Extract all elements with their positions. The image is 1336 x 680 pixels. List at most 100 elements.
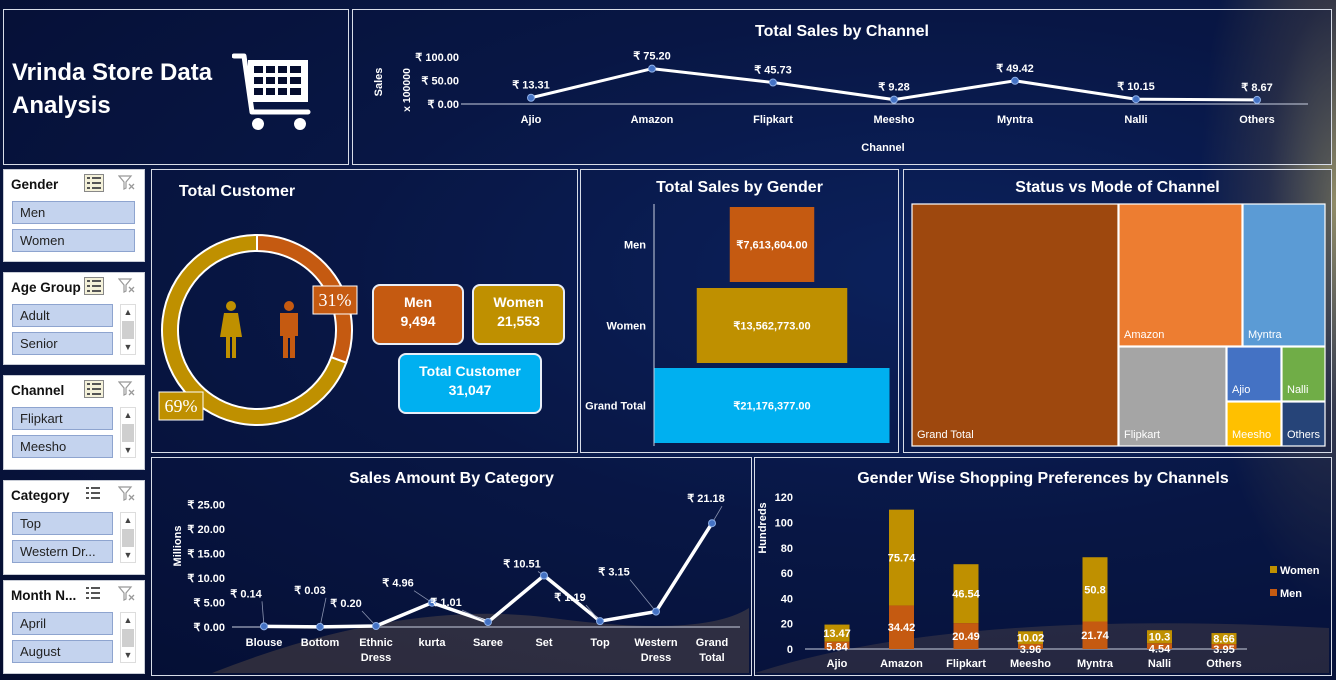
x-tick-label: Myntra [997, 114, 1034, 126]
data-label: ₹ 75.20 [633, 51, 671, 63]
data-label: ₹ 10.15 [1117, 81, 1155, 93]
scroll-down-icon[interactable]: ▼ [123, 342, 133, 352]
treemap-tile [1118, 346, 1227, 447]
y-tick-label: 60 [781, 568, 793, 580]
x-tick-label: Nalli [1124, 114, 1147, 126]
scroll-down-icon[interactable]: ▼ [123, 550, 133, 560]
data-label: ₹ 9.28 [878, 82, 909, 94]
y-axis-label: Millions [172, 526, 184, 567]
scroll-thumb[interactable] [122, 321, 134, 339]
legend-label: Men [1280, 588, 1302, 600]
total-card-label: Total Customer [419, 363, 521, 379]
category-label: Men [624, 240, 646, 252]
clear-filter-icon[interactable] [117, 175, 136, 191]
x-tick-label: Ethnic Dress [359, 637, 393, 664]
slicer-item-flipkart[interactable]: Flipkart [12, 407, 113, 430]
multi-select-icon[interactable] [84, 174, 104, 192]
x-axis-label: Channel [861, 142, 904, 154]
legend-label: Women [1280, 565, 1320, 577]
y-unit-label: x 100000 [401, 68, 413, 112]
data-point [428, 598, 436, 607]
donut-slice-women [161, 233, 348, 426]
segment-label: 34.42 [888, 622, 916, 634]
data-point [372, 622, 380, 631]
y-tick-label: 100 [775, 518, 793, 530]
scroll-up-icon[interactable]: ▲ [123, 615, 133, 625]
slicer-scrollbar[interactable]: ▲ ▼ [120, 612, 136, 663]
dashboard-title: Vrinda Store Data Analysis [12, 59, 213, 119]
data-point [540, 571, 548, 580]
data-point [596, 617, 604, 626]
slicer-scrollbar[interactable]: ▲ ▼ [120, 512, 136, 563]
y-tick-label: 120 [775, 492, 793, 504]
x-tick-label: Bottom [301, 637, 340, 649]
slicer-item-top[interactable]: Top [12, 512, 113, 535]
sales-by-channel-chart: ₹ 0.00 ₹ 50.00 ₹ 100.00 Sales x 100000 ₹ 13.3… [373, 51, 1308, 154]
scroll-down-icon[interactable]: ▼ [123, 445, 133, 455]
men-card-label: Men [404, 294, 432, 310]
treemap-label: Amazon [1124, 329, 1164, 341]
slicer-category: Category Top Western Dr... ▲ ▼ [3, 480, 145, 575]
customer-donut-chart: 31% 69% [158, 233, 358, 426]
slicer-item-men[interactable]: Men [12, 201, 135, 224]
slicer-title: Month N... [11, 588, 77, 603]
slicer-scrollbar[interactable]: ▲ ▼ [120, 407, 136, 458]
scroll-thumb[interactable] [122, 629, 134, 647]
slicer-item-meesho[interactable]: Meesho [12, 435, 113, 458]
leader-line [319, 597, 327, 627]
data-point [484, 618, 492, 627]
x-tick-label: Saree [473, 637, 503, 649]
scroll-thumb[interactable] [122, 529, 134, 547]
status-vs-mode-panel: Status vs Mode of Channel Grand Total Ama… [903, 169, 1332, 453]
women-pct-label: 69% [165, 396, 198, 416]
multi-select-icon[interactable] [84, 380, 104, 398]
data-label: ₹ 0.20 [330, 598, 361, 610]
sales-by-category-title: Sales Amount By Category [349, 470, 554, 487]
scroll-up-icon[interactable]: ▲ [123, 410, 133, 420]
slicer-scrollbar[interactable]: ▲ ▼ [120, 304, 136, 355]
slicer-item-senior[interactable]: Senior [12, 332, 113, 355]
scroll-down-icon[interactable]: ▼ [123, 650, 133, 660]
multi-select-icon[interactable] [84, 485, 104, 503]
slicer-item-western-dr[interactable]: Western Dr... [12, 540, 113, 563]
gender-bar [696, 288, 848, 363]
status-vs-mode-treemap: Grand Total Amazon Myntra Flipkart Ajio Nalli… [911, 203, 1326, 447]
clear-filter-icon[interactable] [117, 586, 136, 602]
sales-by-category-panel: Sales Amount By Category ₹ 0.00 ₹ 5.00 ₹ 1… [151, 457, 752, 676]
multi-select-icon[interactable] [84, 585, 104, 603]
stack-segment [1211, 644, 1237, 649]
slicer-item-adult[interactable]: Adult [12, 304, 113, 327]
data-label: ₹ 10.51 [503, 559, 541, 571]
clear-filter-icon[interactable] [117, 381, 136, 397]
y-axis-label: Sales [373, 68, 385, 97]
stack-segment [1082, 557, 1108, 622]
scroll-up-icon[interactable]: ▲ [123, 515, 133, 525]
slicer-item-august[interactable]: August [12, 640, 113, 663]
multi-select-icon[interactable] [84, 277, 104, 295]
x-tick-label: Ajio [521, 114, 542, 126]
slicer-item-women[interactable]: Women [12, 229, 135, 252]
data-point [1132, 95, 1140, 104]
data-point [316, 622, 324, 631]
stack-segment [953, 564, 979, 624]
data-point [652, 607, 660, 616]
treemap-tile [1281, 401, 1326, 447]
segment-label: 10.3 [1149, 632, 1170, 644]
bar-value-label: ₹7,613,604.00 [736, 240, 807, 252]
clear-filter-icon[interactable] [117, 486, 136, 502]
segment-label: 8.66 [1213, 634, 1234, 646]
treemap-label: Others [1287, 429, 1321, 441]
scroll-up-icon[interactable]: ▲ [123, 307, 133, 317]
treemap-tile [1281, 346, 1326, 402]
segment-label: 4.54 [1149, 643, 1171, 655]
x-tick-label: Top [590, 637, 610, 649]
y-tick-label: 0 [787, 644, 793, 656]
data-point [769, 78, 777, 87]
slicer-item-april[interactable]: April [12, 612, 113, 635]
treemap-label: Grand Total [917, 429, 974, 441]
women-card-value: 21,553 [497, 313, 540, 329]
stack-segment [889, 509, 914, 606]
scroll-thumb[interactable] [122, 424, 134, 442]
x-tick-label: Flipkart [946, 658, 986, 670]
clear-filter-icon[interactable] [117, 278, 136, 294]
